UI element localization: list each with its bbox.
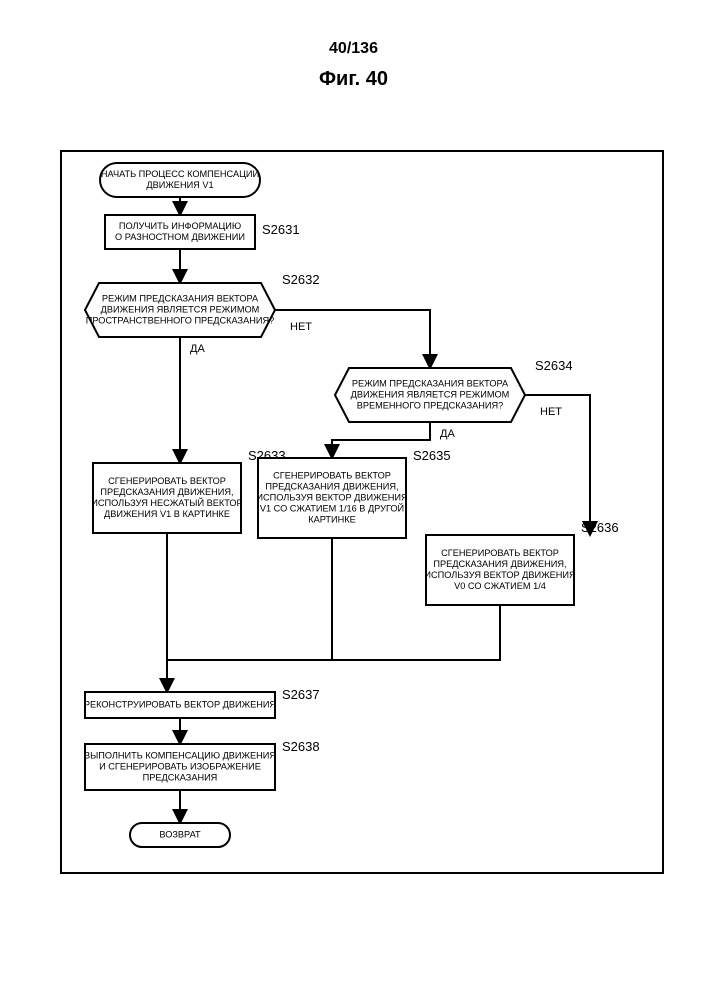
page-number: 40/136 xyxy=(0,40,707,58)
step-label: S2638 xyxy=(282,739,320,754)
node-text: ПРЕДСКАЗАНИЯ ДВИЖЕНИЯ, xyxy=(265,481,398,491)
node-text: ПРОСТРАНСТВЕННОГО ПРЕДСКАЗАНИЯ? xyxy=(86,315,274,325)
figure-title: Фиг. 40 xyxy=(0,68,707,91)
node-text: ДВИЖЕНИЯ ЯВЛЯЕТСЯ РЕЖИМОМ xyxy=(351,389,510,399)
header: 40/136 Фиг. 40 xyxy=(0,40,707,91)
edge xyxy=(275,310,430,368)
edge xyxy=(167,538,332,660)
node-text: СГЕНЕРИРОВАТЬ ВЕКТОР xyxy=(273,470,391,480)
node-text: ДВИЖЕНИЯ V1 В КАРТИНКЕ xyxy=(104,509,230,519)
edge xyxy=(167,605,500,660)
branch-label: ДА xyxy=(440,428,455,440)
step-label: S2631 xyxy=(262,222,300,237)
step-label: S2637 xyxy=(282,687,320,702)
node-text: НАЧАТЬ ПРОЦЕСС КОМПЕНСАЦИИ xyxy=(101,169,259,179)
branch-label: НЕТ xyxy=(290,321,312,333)
node-text: ПРЕДСКАЗАНИЯ ДВИЖЕНИЯ, xyxy=(433,559,566,569)
branch-label: НЕТ xyxy=(540,406,562,418)
node-text: ПРЕДСКАЗАНИЯ ДВИЖЕНИЯ, xyxy=(100,487,233,497)
step-label: S2632 xyxy=(282,272,320,287)
step-label: S2636 xyxy=(581,520,619,535)
node-text: РЕЖИМ ПРЕДСКАЗАНИЯ ВЕКТОРА xyxy=(352,378,509,388)
node-text: ВОЗВРАТ xyxy=(159,829,201,839)
node-text: ПРЕДСКАЗАНИЯ xyxy=(143,772,218,782)
node-text: ПОЛУЧИТЬ ИНФОРМАЦИЮ xyxy=(119,221,241,231)
step-label: S2634 xyxy=(535,358,573,373)
node-text: РЕКОНСТРУИРОВАТЬ ВЕКТОР ДВИЖЕНИЯ xyxy=(84,699,276,709)
node-text: ИСПОЛЬЗУЯ ВЕКТОР ДВИЖЕНИЯ xyxy=(424,570,575,580)
step-label: S2635 xyxy=(413,448,451,463)
branch-label: ДА xyxy=(190,343,205,355)
node-text: СГЕНЕРИРОВАТЬ ВЕКТОР xyxy=(108,476,226,486)
node-text: V1 СО СЖАТИЕМ 1/16 В ДРУГОЙ xyxy=(260,502,404,513)
node-text: ДВИЖЕНИЯ V1 xyxy=(146,180,213,190)
node-text: V0 СО СЖАТИЕМ 1/4 xyxy=(454,581,546,591)
node-text: РЕЖИМ ПРЕДСКАЗАНИЯ ВЕКТОРА xyxy=(102,293,259,303)
node-text: СГЕНЕРИРОВАТЬ ВЕКТОР xyxy=(441,548,559,558)
node-text: ИСПОЛЬЗУЯ ВЕКТОР ДВИЖЕНИЯ xyxy=(256,492,407,502)
node-text: О РАЗНОСТНОМ ДВИЖЕНИИ xyxy=(115,232,245,242)
node-text: ДВИЖЕНИЯ ЯВЛЯЕТСЯ РЕЖИМОМ xyxy=(101,304,260,314)
node-text: ВЫПОЛНИТЬ КОМПЕНСАЦИЮ ДВИЖЕНИЯ xyxy=(84,750,276,760)
node-text: ВРЕМЕННОГО ПРЕДСКАЗАНИЯ? xyxy=(357,400,504,410)
page: 40/136 Фиг. 40 НАЧАТЬ ПРОЦЕСС КОМПЕНСАЦИ… xyxy=(0,0,707,1000)
node-text: ИСПОЛЬЗУЯ НЕСЖАТЫЙ ВЕКТОР xyxy=(91,497,242,508)
node-text: И СГЕНЕРИРОВАТЬ ИЗОБРАЖЕНИЕ xyxy=(99,761,261,771)
flowchart: НАЧАТЬ ПРОЦЕСС КОМПЕНСАЦИИДВИЖЕНИЯ V1 ПОЛ… xyxy=(60,150,660,870)
node-text: КАРТИНКЕ xyxy=(308,514,356,524)
